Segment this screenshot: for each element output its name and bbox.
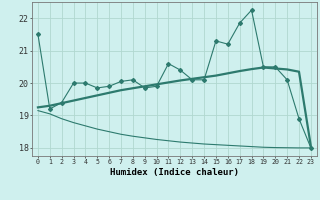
X-axis label: Humidex (Indice chaleur): Humidex (Indice chaleur) bbox=[110, 168, 239, 177]
